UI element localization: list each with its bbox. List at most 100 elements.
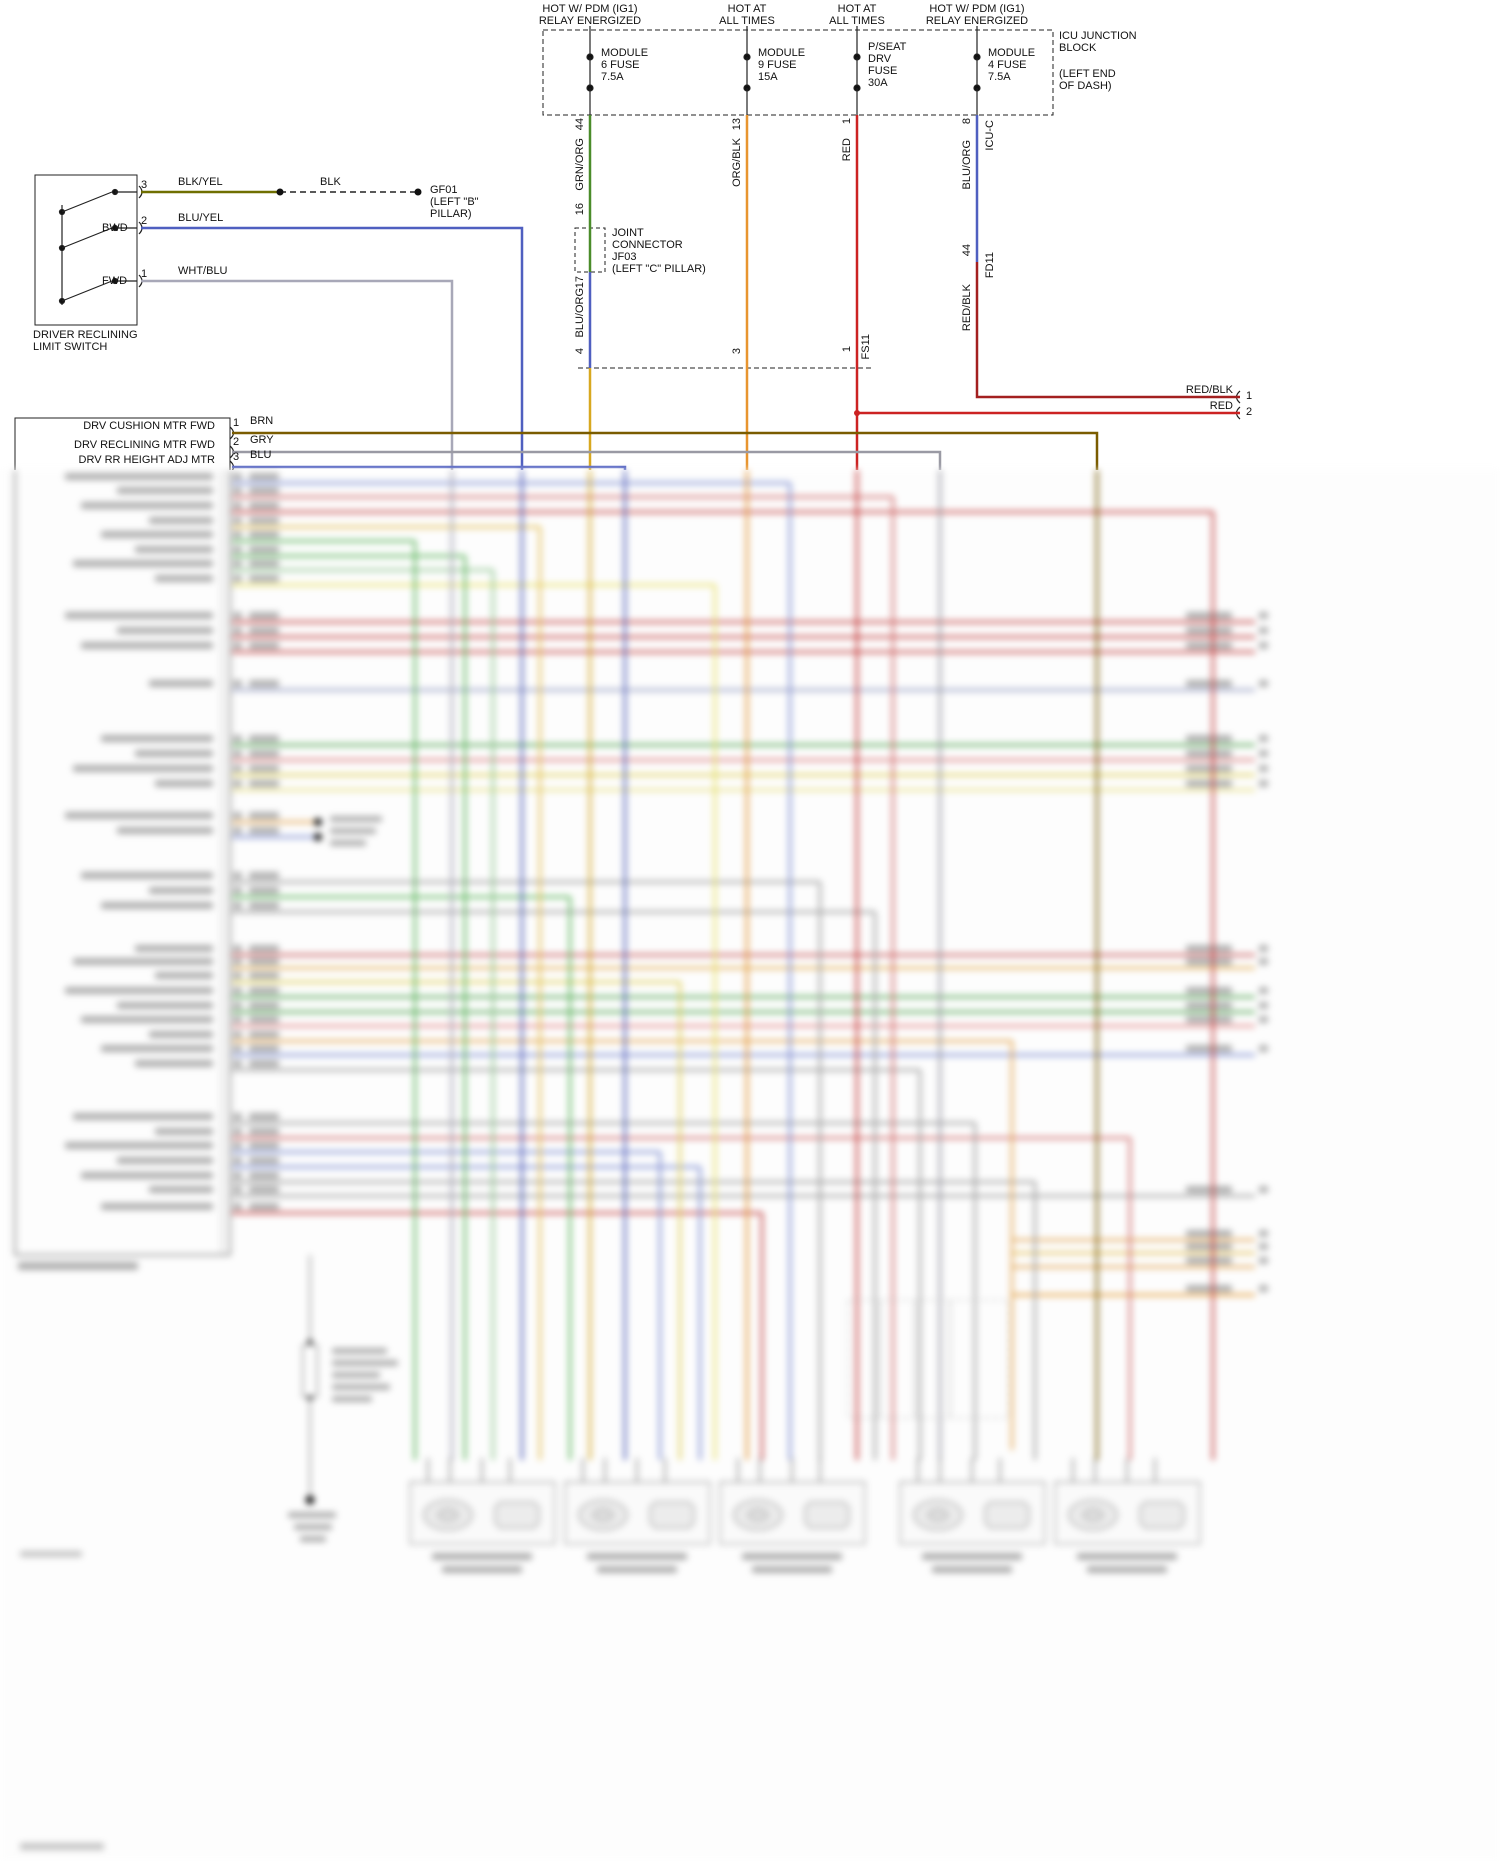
splice-dot	[276, 188, 284, 196]
power-feed-1-line2: RELAY ENERGIZED	[538, 15, 642, 27]
bwd-position-label: BWD	[102, 222, 128, 234]
fuse-2-l2: 9 FUSE	[758, 59, 797, 71]
gry-wire	[232, 450, 942, 470]
blk-wire-label: BLK	[320, 176, 341, 188]
pin-8-label: 8	[961, 118, 973, 125]
fuse-1-l3: 7.5A	[601, 71, 624, 83]
red-blk-wire-label: RED/BLK	[961, 284, 973, 332]
fuse-1-l2: 6 FUSE	[601, 59, 640, 71]
limit-switch-title: DRIVER RECLINING LIMIT SWITCH	[33, 329, 138, 353]
gf01-l3: PILLAR)	[430, 208, 472, 220]
power-feed-4-label: HOT W/ PDM (IG1) RELAY ENERGIZED	[897, 3, 1057, 27]
joint-connector-label: JOINT CONNECTOR JF03 (LEFT "C" PILLAR)	[612, 227, 706, 275]
fuse-4-l1: MODULE	[988, 47, 1036, 59]
blu-yel-wire	[141, 226, 524, 470]
icu-label-line3: (LEFT END	[1059, 68, 1116, 80]
fuse-3-l3: FUSE	[868, 65, 898, 77]
pin-3-label: 3	[731, 348, 743, 355]
connector-row-2-label: DRV RECLINING MTR FWD	[74, 439, 215, 451]
fuse-3-l1: P/SEAT	[868, 41, 907, 53]
limit-switch-contacts	[58, 188, 137, 305]
gry-wire-label: GRY	[250, 434, 274, 446]
gf01-l1: GF01	[430, 184, 458, 196]
limit-switch-title-line2: LIMIT SWITCH	[33, 341, 108, 353]
fuse-4-l3: 7.5A	[988, 71, 1011, 83]
blu-wire	[232, 465, 627, 470]
red-junction-dot	[854, 410, 860, 416]
wht-blu-wire	[141, 279, 454, 470]
power-feed-2-line2: ALL TIMES	[719, 15, 775, 27]
brn-wire	[232, 431, 1099, 470]
power-feed-4-line1: HOT W/ PDM (IG1)	[929, 3, 1025, 15]
joint-l1: JOINT	[612, 227, 644, 239]
gf01-ground-dot	[414, 188, 422, 196]
switch-pin-2-number: 2	[141, 215, 148, 227]
fuse-1-l1: MODULE	[601, 47, 649, 59]
fuse-2-l1: MODULE	[758, 47, 806, 59]
joint-l3: JF03	[612, 251, 637, 263]
org-blk-wire-label: ORG/BLK	[731, 138, 743, 187]
pin-17-label: 17	[574, 276, 586, 289]
pin-1-bottom-label: 1	[841, 346, 853, 353]
blurred-diagram-region	[0, 470, 1500, 1861]
fwd-position-label: FWD	[102, 275, 128, 287]
blu-wire-label: BLU	[250, 449, 272, 461]
fuse-3-l4: 30A	[868, 77, 888, 89]
power-feed-2-label: HOT AT ALL TIMES	[697, 3, 797, 27]
fuse-4-label: MODULE 4 FUSE 7.5A	[988, 47, 1035, 83]
power-feed-1-line1: HOT W/ PDM (IG1)	[542, 3, 638, 15]
pin-4-label: 4	[574, 348, 586, 355]
power-feed-3-line2: ALL TIMES	[829, 15, 885, 27]
blurred-wires-svg	[14, 470, 1268, 1850]
joint-l4: (LEFT "C" PILLAR)	[612, 263, 706, 275]
right-exit-2-label: RED	[1209, 400, 1233, 412]
power-feed-3-label: HOT AT ALL TIMES	[807, 3, 907, 27]
brn-wire-label: BRN	[250, 415, 274, 427]
fuse-3-label: P/SEAT DRV FUSE 30A	[868, 41, 906, 89]
limit-switch-box	[34, 174, 138, 326]
connector-row-3-label: DRV RR HEIGHT ADJ MTR	[78, 454, 216, 466]
blu-org-icu-wire-label: BLU/ORG	[961, 140, 973, 190]
limit-switch-title-line1: DRIVER RECLINING	[33, 329, 138, 341]
joint-l2: CONNECTOR	[612, 239, 683, 251]
fuse-symbols	[586, 26, 981, 115]
icu-c-connector-label: ICU-C	[984, 120, 996, 151]
blk-yel-wire-label: BLK/YEL	[178, 176, 223, 188]
pin-16-label: 16	[574, 203, 586, 216]
blu-yel-wire-label: BLU/YEL	[178, 212, 224, 224]
switch-pin-3-number: 3	[141, 179, 148, 191]
grn-org-wire-label: GRN/ORG	[574, 138, 586, 191]
gf01-l2: (LEFT "B"	[430, 196, 479, 208]
icu-label-line2: BLOCK	[1059, 42, 1097, 54]
icu-label-line4: OF DASH)	[1059, 80, 1112, 92]
power-feed-3-line1: HOT AT	[837, 3, 877, 15]
red-wire-label: RED	[841, 138, 853, 162]
fuse-1-label: MODULE 6 FUSE 7.5A	[601, 47, 648, 83]
icu-junction-box	[542, 29, 1054, 116]
connector-row-3-pin: 3	[233, 451, 240, 463]
fd11-connector-label: FD11	[984, 252, 996, 279]
gf01-ground-label: GF01 (LEFT "B" PILLAR)	[430, 184, 479, 220]
switch-pin-1-number: 1	[141, 268, 148, 280]
top-wiring-svg	[14, 26, 1241, 470]
right-exit-1-pin: 1	[1246, 390, 1253, 402]
colored-wires	[141, 115, 1240, 470]
icu-location-label: (LEFT END OF DASH)	[1059, 68, 1116, 92]
fuse-3-l2: DRV	[868, 53, 892, 65]
fuse-2-label: MODULE 9 FUSE 15A	[758, 47, 805, 83]
pin-13-label: 13	[731, 118, 743, 131]
icu-label-line1: ICU JUNCTION	[1059, 30, 1137, 42]
blu-org-wire-label: BLU/ORG	[574, 288, 586, 338]
connector-row-2-pin: 2	[233, 436, 240, 448]
pin-44-label: 44	[574, 118, 586, 131]
icu-junction-block-label: ICU JUNCTION BLOCK	[1059, 30, 1137, 54]
right-exit-2-pin: 2	[1246, 406, 1253, 418]
power-feed-4-line2: RELAY ENERGIZED	[925, 15, 1029, 27]
red-blk-wire	[975, 262, 1240, 399]
power-feed-1-label: HOT W/ PDM (IG1) RELAY ENERGIZED	[510, 3, 670, 27]
wht-blu-wire-label: WHT/BLU	[178, 265, 228, 277]
pin-44-fd11-label: 44	[961, 244, 973, 257]
connector-row-1-pin: 1	[233, 417, 240, 429]
seat-connector-box-top	[14, 417, 231, 470]
